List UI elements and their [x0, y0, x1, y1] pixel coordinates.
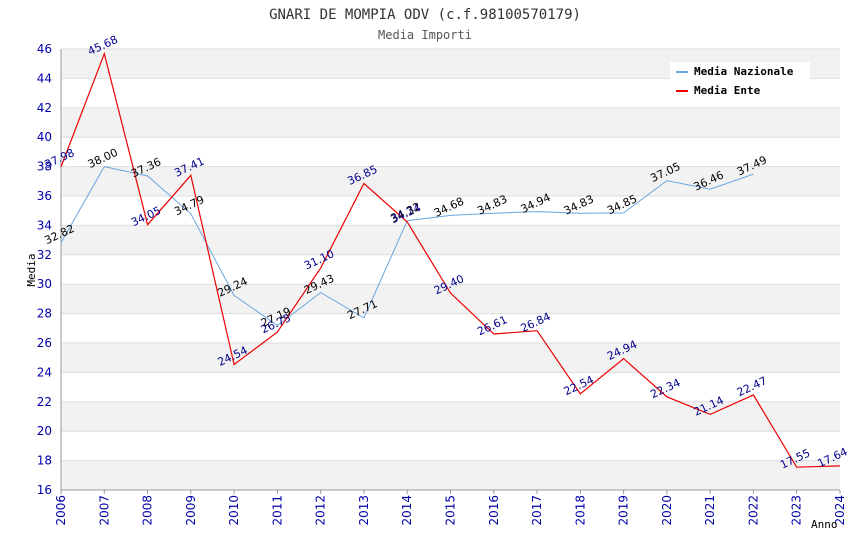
- x-tick-label: 2012: [314, 495, 328, 526]
- y-axis-ticks: 16 18 20 22 24 26 28 30 32 34 36 38 40 42 44 46: [37, 42, 52, 497]
- y-tick-label: 30: [37, 277, 52, 291]
- grid-band: [61, 107, 840, 138]
- x-tick-label: 2011: [270, 495, 284, 526]
- y-tick-label: 26: [37, 336, 52, 350]
- legend-box: [670, 62, 810, 102]
- y-tick-label: 16: [37, 483, 52, 497]
- x-axis-title: Anno: [811, 518, 838, 531]
- x-tick-label: 2007: [97, 495, 111, 526]
- x-tick-label: 2023: [790, 495, 804, 526]
- x-tick-label: 2022: [746, 495, 760, 526]
- grid-band: [61, 284, 840, 314]
- y-tick-label: 22: [37, 395, 52, 409]
- legend: Media Nazionale Media Ente: [670, 62, 810, 102]
- series-line-ente: [60, 51, 841, 468]
- y-tick-label: 42: [37, 101, 52, 115]
- x-tick-label: 2015: [444, 495, 458, 526]
- x-tick-label: 2010: [227, 495, 241, 526]
- x-tick-label: 2021: [703, 495, 717, 526]
- series-group: [60, 51, 841, 468]
- x-tick-label: 2018: [573, 495, 587, 526]
- legend-label-ente: Media Ente: [694, 84, 761, 97]
- y-tick-label: 32: [37, 248, 52, 262]
- y-tick-label: 36: [37, 189, 52, 203]
- x-tick-label: 2013: [357, 495, 371, 526]
- x-tick-label: 2017: [530, 495, 544, 526]
- legend-label-nazionale: Media Nazionale: [694, 65, 794, 78]
- x-tick-label: 2019: [617, 495, 631, 526]
- series-line-nazionale: [60, 166, 754, 327]
- y-axis-title: Media: [25, 253, 38, 286]
- y-tick-label: 20: [37, 424, 52, 438]
- grid-bands: [61, 49, 840, 490]
- grid-band: [61, 225, 840, 255]
- y-tick-label: 34: [37, 218, 52, 232]
- x-tick-label: 2008: [141, 495, 155, 526]
- y-tick-label: 38: [37, 160, 52, 174]
- x-tick-label: 2014: [400, 495, 414, 526]
- data-label-ente: 26.61: [475, 313, 509, 338]
- x-tick-label: 2009: [184, 495, 198, 526]
- grid-band: [61, 343, 840, 373]
- y-tick-label: 46: [37, 42, 52, 56]
- y-tick-label: 44: [37, 71, 52, 85]
- y-tick-label: 40: [37, 130, 52, 144]
- data-label-nazionale: 34.79: [172, 193, 206, 218]
- grid-band: [61, 460, 840, 490]
- y-tick-label: 18: [37, 454, 52, 468]
- x-tick-label: 2020: [660, 495, 674, 526]
- x-axis-ticks: 2006 2007 2008 2009 2010 2011 2012 2013 2014 2015…: [54, 490, 847, 526]
- grid-band: [61, 166, 840, 196]
- y-tick-label: 24: [37, 365, 52, 379]
- x-tick-label: 2016: [487, 495, 501, 526]
- x-tick-label: 2024: [833, 495, 847, 526]
- y-tick-label: 28: [37, 307, 52, 321]
- data-label-ente: 22.34: [648, 376, 682, 401]
- grid-band: [61, 401, 840, 432]
- chart-subtitle: Media Importi: [378, 28, 472, 42]
- data-label-ente: 22.54: [562, 373, 596, 398]
- chart-title: GNARI DE MOMPIA ODV (c.f.98100570179): [269, 7, 581, 23]
- x-tick-label: 2006: [54, 495, 68, 526]
